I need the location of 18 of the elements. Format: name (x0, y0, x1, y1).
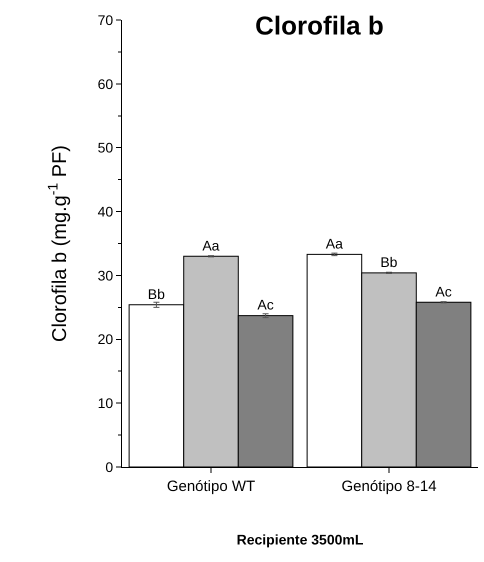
data-label: Bb (148, 286, 166, 302)
data-label: Bb (380, 254, 398, 270)
data-label: Ac (435, 283, 452, 300)
y-tick-label: 0 (105, 458, 114, 475)
data-label: Aa (326, 235, 344, 252)
y-tick-label: 20 (98, 331, 114, 348)
data-label: Ac (257, 296, 274, 313)
y-tick-label: 70 (98, 12, 114, 28)
y-tick-label: 60 (98, 76, 114, 92)
y-tick-label: 30 (98, 267, 114, 284)
data-label: Aa (202, 237, 220, 254)
chart-title: Clorofila b (255, 10, 384, 40)
y-tick-label: 50 (98, 140, 114, 156)
y-tick-label: 40 (98, 203, 114, 220)
x-axis-title: Recipiente 3500mL (236, 531, 364, 548)
x-tick-label: Genótipo 8-14 (341, 478, 437, 495)
x-tick-label: Genótipo WT (166, 478, 256, 495)
y-tick-label: 10 (98, 395, 114, 412)
